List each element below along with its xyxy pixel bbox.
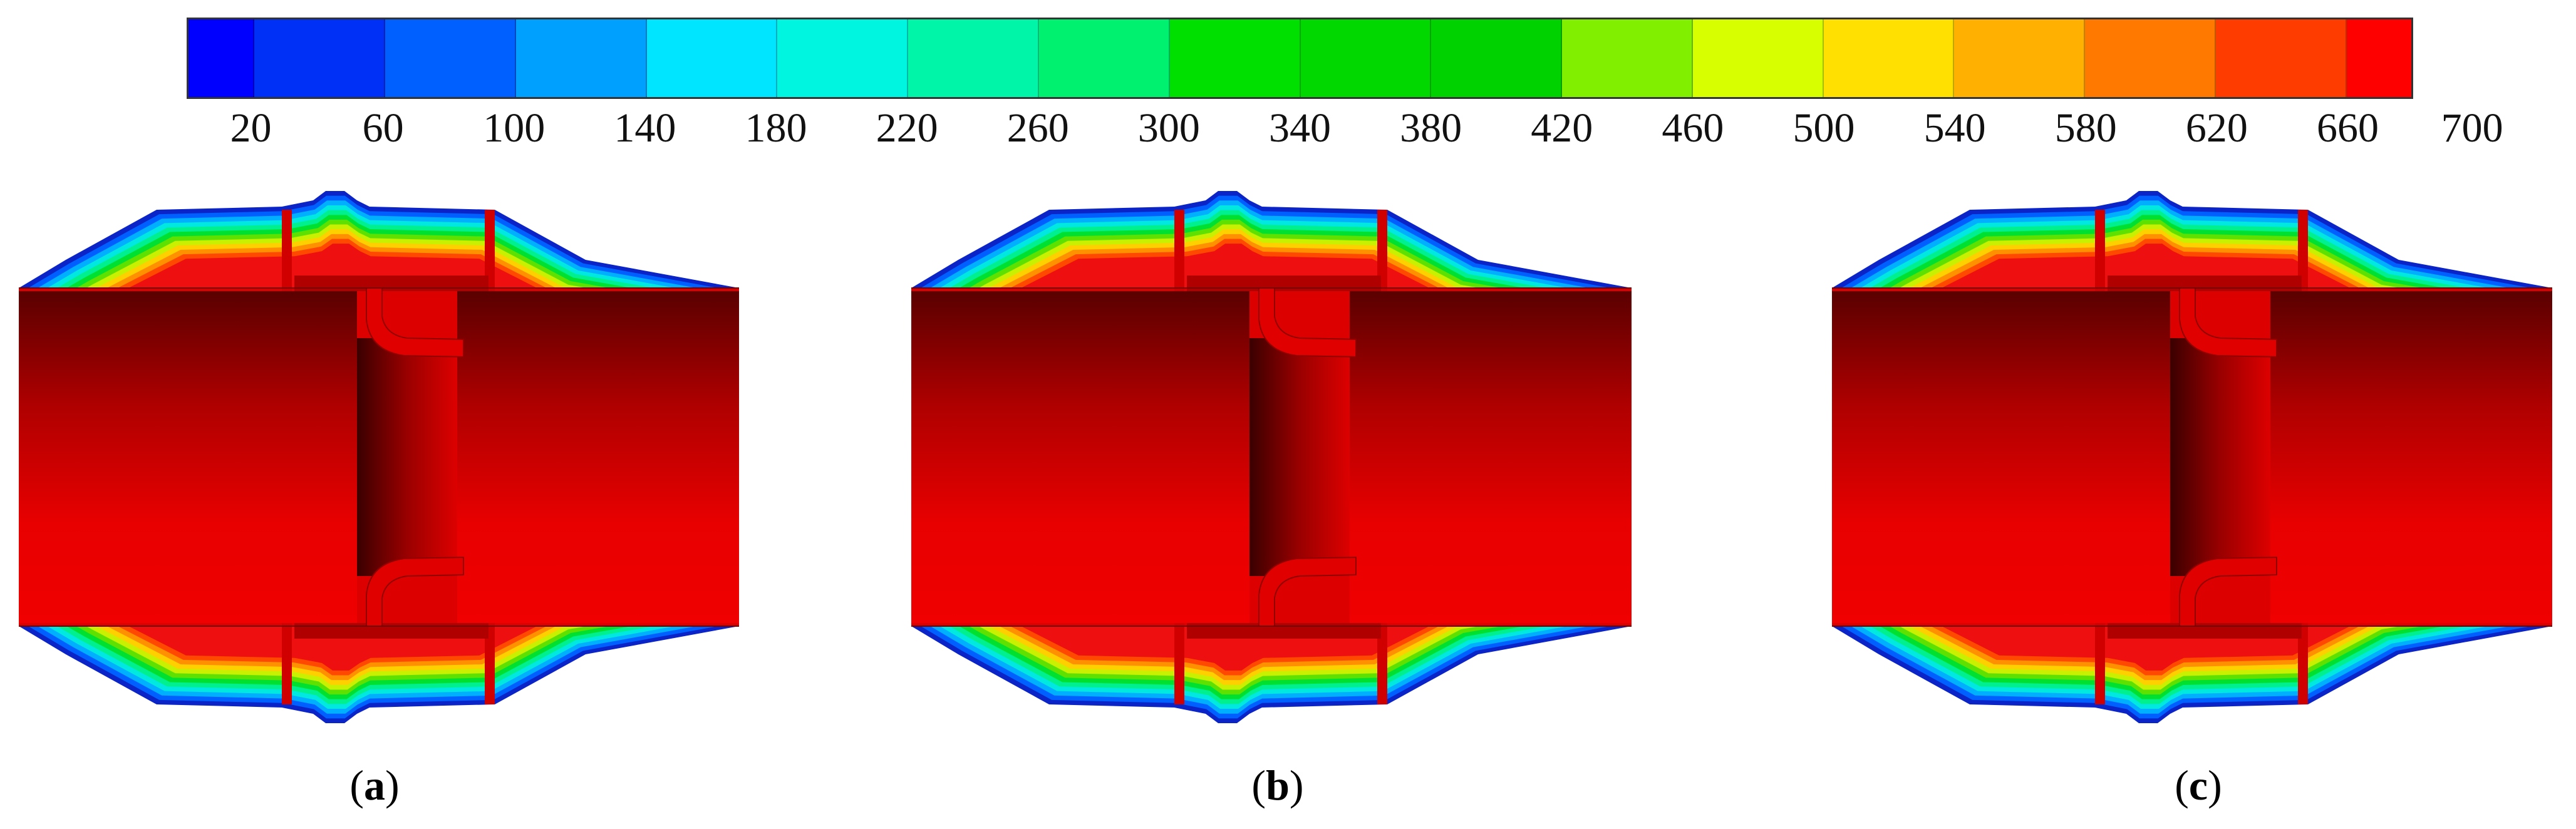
legend-swatch xyxy=(254,19,386,97)
legend-tick-label: 100 xyxy=(483,105,546,151)
legend-tick-label: 180 xyxy=(745,105,807,151)
legend-tick-label: 260 xyxy=(1006,105,1069,151)
legend-swatch xyxy=(1562,19,1693,97)
legend-swatch xyxy=(2215,19,2347,97)
legend-swatch xyxy=(1300,19,1432,97)
color-legend-bar xyxy=(187,18,2413,99)
legend-swatch xyxy=(1169,19,1301,97)
legend-swatch xyxy=(908,19,1039,97)
legend-tick-label: 300 xyxy=(1137,105,1200,151)
caption-b: (b) xyxy=(1251,761,1304,809)
legend-swatch xyxy=(1692,19,1824,97)
legend-swatch xyxy=(385,19,516,97)
legend-tick-label: 540 xyxy=(1923,105,1986,151)
legend-tick-label: 500 xyxy=(1792,105,1855,151)
legend-swatch xyxy=(189,19,255,97)
legend-swatch xyxy=(1823,19,1955,97)
legend-tick-label: 660 xyxy=(2316,105,2379,151)
legend-tick-label: 60 xyxy=(362,105,404,151)
legend-tick-label: 140 xyxy=(614,105,676,151)
legend-swatch xyxy=(1431,19,1563,97)
legend-swatch xyxy=(1954,19,2086,97)
legend-tick-label: 340 xyxy=(1269,105,1331,151)
legend-swatch xyxy=(2346,19,2411,97)
color-legend-ticks: 20 60 100 140 180 220 260 300 340 380 420 460 500 540… xyxy=(0,103,2576,153)
panels-container xyxy=(0,182,2576,745)
caption-b-label: b xyxy=(1266,761,1290,809)
legend-tick-label: 420 xyxy=(1531,105,1593,151)
caption-c: (c) xyxy=(2175,761,2222,809)
legend-tick-label: 460 xyxy=(1662,105,1724,151)
panel-c-contour xyxy=(1832,191,2552,723)
legend-swatch xyxy=(1038,19,1170,97)
legend-swatch xyxy=(2085,19,2216,97)
panel-b-contour xyxy=(911,191,1632,723)
panel-a-contour xyxy=(19,191,739,723)
caption-a: (a) xyxy=(349,761,400,809)
legend-tick-label: 700 xyxy=(2441,105,2503,151)
legend-tick-label: 380 xyxy=(1400,105,1462,151)
legend-swatch xyxy=(515,19,647,97)
caption-a-label: a xyxy=(364,761,385,809)
legend-tick-label: 220 xyxy=(876,105,938,151)
legend-swatch xyxy=(777,19,909,97)
caption-c-label: c xyxy=(2188,761,2208,809)
legend-tick-label: 20 xyxy=(230,105,272,151)
legend-swatch xyxy=(646,19,778,97)
legend-tick-label: 580 xyxy=(2054,105,2117,151)
legend-tick-label: 620 xyxy=(2185,105,2248,151)
